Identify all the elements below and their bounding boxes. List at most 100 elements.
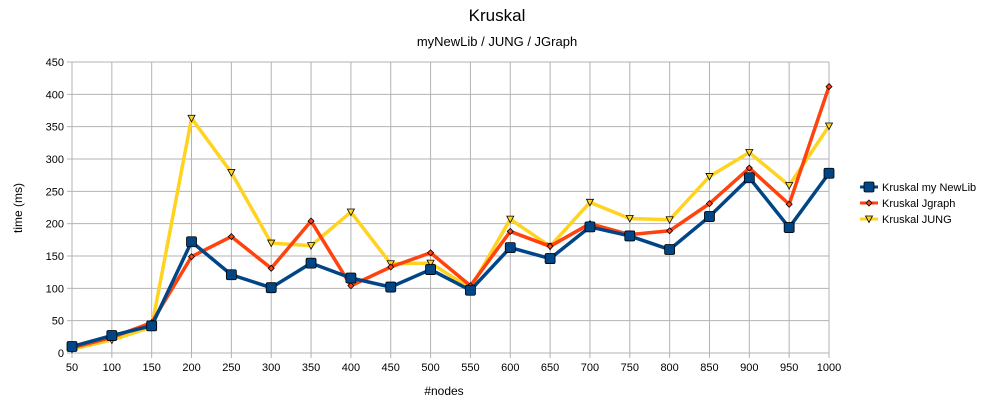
data-point: [624, 230, 636, 242]
y-tick-label: 250: [46, 186, 64, 198]
series-line: [71, 86, 831, 350]
data-point: [704, 211, 715, 222]
data-point: [347, 282, 355, 290]
x-axis-label: #nodes: [424, 384, 463, 398]
series-1: [68, 83, 833, 352]
x-tick-label: 750: [621, 362, 639, 374]
data-point: [346, 208, 356, 217]
legend-marker: [864, 215, 874, 224]
y-tick-label: 350: [46, 122, 64, 134]
x-tick-label: 50: [66, 362, 78, 374]
x-tick-label: 150: [143, 362, 161, 374]
data-point: [106, 330, 118, 341]
data-point: [427, 249, 435, 257]
data-point: [823, 167, 835, 179]
data-point: [186, 236, 197, 248]
data-point: [664, 244, 676, 255]
data-point: [783, 222, 795, 233]
data-point: [187, 114, 196, 123]
data-point: [426, 259, 435, 268]
data-point: [824, 122, 834, 131]
data-point: [227, 233, 235, 241]
chart-subtitle: myNewLib / JUNG / JGraph: [417, 34, 577, 49]
data-point: [785, 200, 793, 208]
series-layer: [66, 83, 835, 354]
data-point: [267, 239, 276, 248]
y-tick-label: 50: [52, 316, 64, 328]
data-point: [666, 227, 674, 235]
x-tick-label: 100: [103, 362, 121, 374]
x-tick-label: 700: [581, 362, 599, 374]
data-point: [784, 182, 794, 190]
data-point: [506, 215, 515, 224]
data-point: [705, 200, 714, 208]
legend-label: Kruskal JUNG: [882, 214, 952, 226]
data-point: [385, 281, 397, 293]
legend-marker: [865, 199, 873, 207]
data-point: [665, 216, 674, 225]
x-tick-label: 550: [461, 362, 479, 374]
chart-title: Kruskal: [469, 6, 526, 25]
data-point: [544, 253, 556, 264]
data-point: [387, 263, 395, 271]
x-tick-label: 300: [262, 362, 280, 374]
data-point: [465, 284, 476, 296]
legend: Kruskal my NewLib Kruskal Jgraph Kruskal J…: [860, 181, 976, 226]
x-tick-label: 350: [302, 362, 320, 374]
data-point: [506, 227, 514, 235]
x-tick-label: 1000: [817, 362, 841, 374]
data-point: [187, 253, 196, 261]
data-point: [225, 269, 237, 281]
series-2: [67, 114, 834, 354]
y-tick-label: 0: [58, 348, 64, 360]
y-tick-label: 400: [46, 89, 64, 101]
data-point: [307, 217, 315, 225]
series-0: [66, 167, 835, 352]
data-point: [227, 169, 236, 177]
data-point: [265, 282, 277, 294]
x-tick-label: 850: [700, 362, 718, 374]
x-tick-label: 650: [541, 362, 559, 374]
x-tick-label: 500: [421, 362, 439, 374]
legend-item: Kruskal JUNG: [860, 214, 952, 226]
y-tick-label: 300: [46, 154, 64, 166]
data-point: [267, 264, 275, 272]
y-axis-ticks: 0 50 100 150 200 250 300 350 400 450: [46, 57, 64, 360]
y-axis-label: time (ms): [11, 183, 25, 233]
data-point: [625, 215, 634, 223]
x-tick-label: 900: [740, 362, 758, 374]
legend-marker: [863, 181, 875, 193]
x-tick-label: 950: [780, 362, 798, 374]
series-line: [71, 172, 831, 349]
data-point: [345, 272, 357, 284]
data-point: [66, 341, 78, 352]
data-point: [745, 164, 753, 172]
data-point: [305, 257, 317, 269]
y-tick-label: 100: [46, 283, 64, 295]
series-line: [71, 116, 831, 351]
y-tick-label: 450: [46, 57, 64, 69]
x-axis-ticks: 50 100 150 200 250 300 350 400 450 500 550 600 650 70…: [66, 362, 841, 374]
x-tick-label: 450: [382, 362, 400, 374]
x-tick-label: 200: [182, 362, 200, 374]
data-point: [745, 149, 754, 157]
x-tick-label: 400: [342, 362, 360, 374]
data-point: [743, 172, 755, 184]
legend-label: Kruskal Jgraph: [882, 198, 955, 210]
gridlines: [67, 61, 830, 358]
data-point: [546, 242, 554, 250]
x-tick-label: 800: [660, 362, 678, 374]
data-point: [504, 242, 516, 253]
y-tick-label: 150: [46, 251, 64, 263]
legend-label: Kruskal my NewLib: [882, 182, 976, 194]
data-point: [584, 221, 596, 233]
legend-item: Kruskal Jgraph: [860, 198, 955, 210]
data-point: [825, 83, 833, 91]
data-point: [705, 173, 714, 181]
data-point: [146, 320, 158, 332]
x-tick-label: 600: [501, 362, 519, 374]
x-tick-label: 250: [222, 362, 240, 374]
data-point: [585, 198, 595, 207]
data-point: [306, 242, 316, 250]
